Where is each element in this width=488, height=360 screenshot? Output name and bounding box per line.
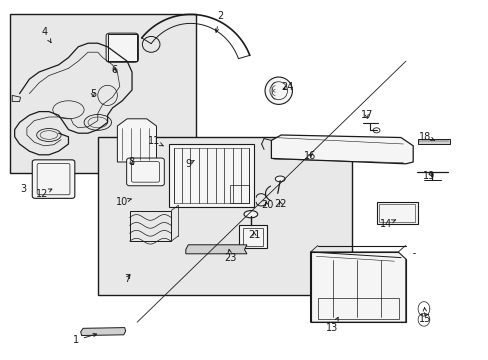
Text: 21: 21 — [247, 230, 260, 240]
Bar — [417, 139, 449, 144]
Text: 20: 20 — [260, 200, 273, 210]
Ellipse shape — [275, 176, 285, 182]
Text: 19: 19 — [422, 171, 435, 181]
Bar — [229, 185, 249, 203]
Text: 3: 3 — [20, 184, 26, 194]
Text: 18: 18 — [418, 132, 434, 142]
FancyBboxPatch shape — [32, 160, 75, 198]
Polygon shape — [81, 328, 125, 336]
Text: 8: 8 — [128, 157, 134, 167]
Bar — [107, 34, 137, 61]
Polygon shape — [310, 252, 405, 322]
Bar — [173, 148, 249, 203]
Text: 12: 12 — [36, 189, 52, 199]
Text: 15: 15 — [418, 307, 431, 324]
Text: 2: 2 — [215, 11, 223, 32]
Text: 16: 16 — [304, 150, 316, 161]
Ellipse shape — [244, 211, 257, 218]
Text: 7: 7 — [124, 274, 130, 284]
Bar — [242, 228, 263, 246]
Bar — [168, 144, 254, 207]
FancyBboxPatch shape — [10, 14, 195, 173]
Text: 17: 17 — [360, 110, 372, 120]
Bar — [129, 211, 171, 241]
Text: 5: 5 — [90, 89, 96, 99]
Polygon shape — [271, 135, 412, 164]
Bar — [376, 202, 417, 224]
Polygon shape — [185, 245, 246, 254]
Text: 24: 24 — [281, 82, 293, 92]
Bar — [238, 225, 266, 248]
Text: 9: 9 — [185, 159, 194, 169]
Text: 23: 23 — [224, 249, 237, 264]
FancyBboxPatch shape — [98, 137, 351, 295]
Text: 1: 1 — [73, 333, 97, 345]
Bar — [317, 297, 398, 319]
FancyBboxPatch shape — [126, 158, 164, 186]
Bar — [379, 204, 414, 222]
Text: 4: 4 — [42, 27, 51, 43]
Text: 22: 22 — [274, 199, 286, 210]
Text: 11: 11 — [147, 136, 163, 146]
Polygon shape — [117, 119, 156, 162]
Text: 14: 14 — [379, 219, 395, 229]
Text: 6: 6 — [112, 65, 118, 75]
Text: 10: 10 — [116, 197, 131, 207]
Text: 13: 13 — [325, 317, 338, 333]
Ellipse shape — [264, 77, 292, 104]
